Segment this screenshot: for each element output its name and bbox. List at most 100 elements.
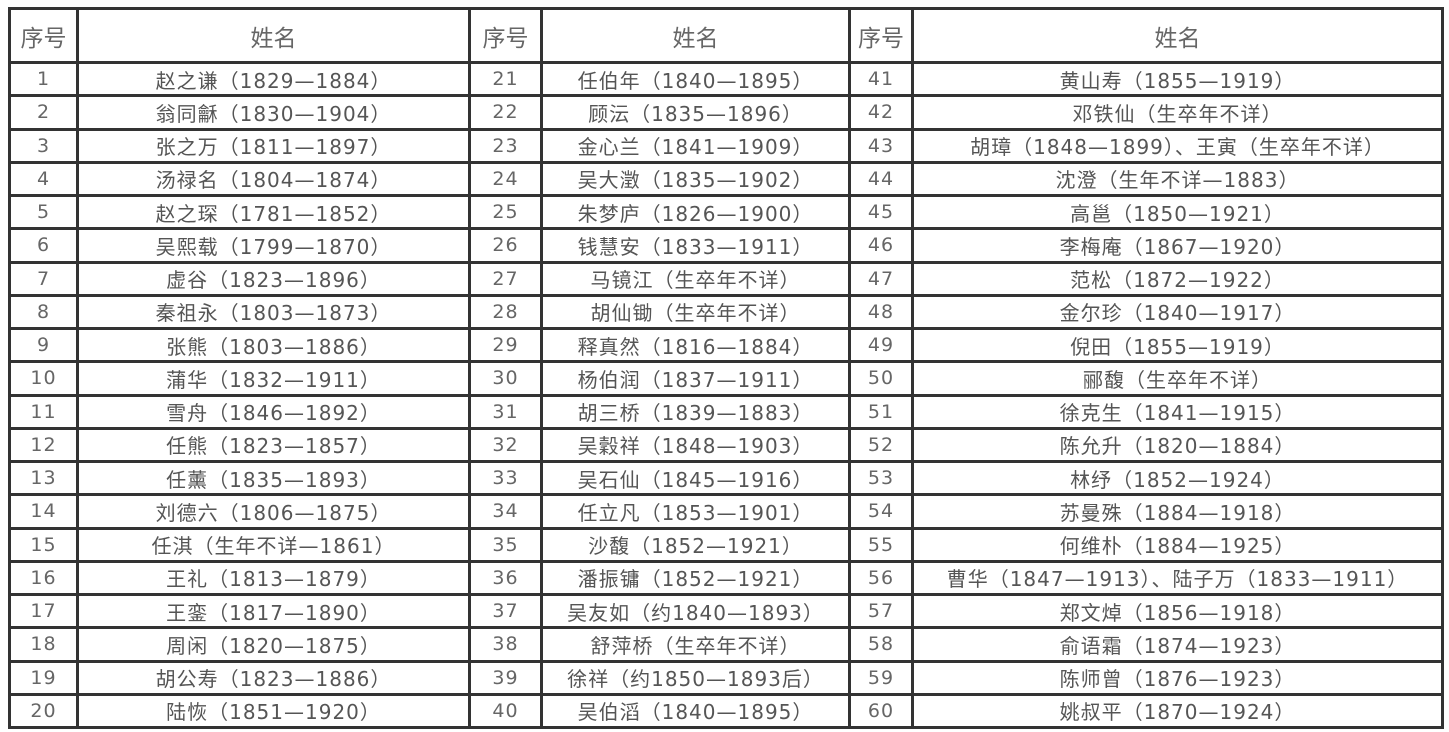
row-name: 邓铁仙（生卒年不详） <box>911 94 1444 131</box>
row-name: 郦馥（生卒年不详） <box>911 360 1444 397</box>
row-name: 任熊（1823—1857） <box>76 426 471 464</box>
row-index: 21 <box>468 60 543 98</box>
row-index: 44 <box>848 160 914 198</box>
row-name: 金尔珍（1840—1917） <box>911 293 1444 331</box>
row-index: 57 <box>848 592 914 630</box>
row-name: 范松（1872—1922） <box>911 260 1444 297</box>
row-index: 31 <box>468 393 543 430</box>
row-index: 10 <box>8 360 79 397</box>
row-index: 47 <box>848 260 914 297</box>
row-index: 37 <box>468 592 543 630</box>
row-index: 13 <box>8 459 79 497</box>
row-name: 潘振镛（1852—1921） <box>540 559 851 597</box>
row-index: 49 <box>848 326 914 364</box>
header-name: 姓名 <box>76 7 471 64</box>
row-index: 23 <box>468 127 543 164</box>
row-name: 倪田（1855—1919） <box>911 326 1444 364</box>
row-name: 马镜江（生卒年不详） <box>540 260 851 297</box>
row-index: 59 <box>848 659 914 696</box>
row-index: 28 <box>468 293 543 331</box>
table-row: 8 秦祖永（1803—1873） 28 胡仙锄（生卒年不详） 48 金尔珍（1840—19… <box>8 293 1444 331</box>
row-name: 王礼（1813—1879） <box>76 559 471 597</box>
row-index: 43 <box>848 127 914 164</box>
row-index: 50 <box>848 360 914 397</box>
row-index: 45 <box>848 193 914 231</box>
row-name: 金心兰（1841—1909） <box>540 127 851 164</box>
row-name: 陈允升（1820—1884） <box>911 426 1444 464</box>
row-name: 翁同龢（1830—1904） <box>76 94 471 131</box>
row-name: 胡璋（1848—1899）、王寅（生卒年不详） <box>911 127 1444 164</box>
row-index: 36 <box>468 559 543 597</box>
table-row: 13 任薰（1835—1893） 33 吴石仙（1845—1916） 53 林纾（1852… <box>8 459 1444 497</box>
row-name: 林纾（1852—1924） <box>911 459 1444 497</box>
row-name: 李梅庵（1867—1920） <box>911 227 1444 264</box>
row-index: 54 <box>848 493 914 530</box>
row-index: 5 <box>8 193 79 231</box>
row-name: 吴友如（约1840—1893） <box>540 592 851 630</box>
row-index: 30 <box>468 360 543 397</box>
row-name: 黄山寿（1855—1919） <box>911 60 1444 98</box>
row-name: 朱梦庐（1826—1900） <box>540 193 851 231</box>
painters-table: 序号 姓名 序号 姓名 序号 姓名 1 赵之谦（1829—1884） 21 任伯年（1… <box>8 7 1444 730</box>
row-name: 胡公寿（1823—1886） <box>76 659 471 696</box>
row-index: 3 <box>8 127 79 164</box>
row-index: 4 <box>8 160 79 198</box>
table-row: 10 蒲华（1832—1911） 30 杨伯润（1837—1911） 50 郦馥（生卒年不… <box>8 360 1444 397</box>
table-row: 14 刘德六（1806—1875） 34 任立凡（1853—1901） 54 苏曼殊（18… <box>8 493 1444 530</box>
row-index: 1 <box>8 60 79 98</box>
row-name: 张之万（1811—1897） <box>76 127 471 164</box>
row-index: 51 <box>848 393 914 430</box>
row-name: 任立凡（1853—1901） <box>540 493 851 530</box>
row-name: 陈师曾（1876—1923） <box>911 659 1444 696</box>
row-name: 任淇（生年不详—1861） <box>76 526 471 563</box>
row-name: 何维朴（1884—1925） <box>911 526 1444 563</box>
row-name: 雪舟（1846—1892） <box>76 393 471 430</box>
row-name: 吴熙载（1799—1870） <box>76 227 471 264</box>
row-index: 22 <box>468 94 543 131</box>
row-name: 吴穀祥（1848—1903） <box>540 426 851 464</box>
header-name: 姓名 <box>540 7 851 64</box>
table-row: 6 吴熙载（1799—1870） 26 钱慧安（1833—1911） 46 李梅庵（186… <box>8 227 1444 264</box>
header-name: 姓名 <box>911 7 1444 64</box>
table-row: 15 任淇（生年不详—1861） 35 沙馥（1852—1921） 55 何维朴（1884… <box>8 526 1444 563</box>
row-name: 虚谷（1823—1896） <box>76 260 471 297</box>
row-index: 9 <box>8 326 79 364</box>
row-name: 沈澄（生年不详—1883） <box>911 160 1444 198</box>
table-row: 4 汤禄名（1804—1874） 24 吴大澂（1835—1902） 44 沈澄（生年不详… <box>8 160 1444 198</box>
row-index: 16 <box>8 559 79 597</box>
row-index: 55 <box>848 526 914 563</box>
header-index: 序号 <box>848 7 914 64</box>
row-index: 40 <box>468 692 543 730</box>
row-index: 15 <box>8 526 79 563</box>
row-name: 杨伯润（1837—1911） <box>540 360 851 397</box>
row-name: 徐克生（1841—1915） <box>911 393 1444 430</box>
table-row: 1 赵之谦（1829—1884） 21 任伯年（1840—1895） 41 黄山寿（185… <box>8 60 1444 98</box>
row-index: 48 <box>848 293 914 331</box>
row-index: 11 <box>8 393 79 430</box>
table-row: 7 虚谷（1823—1896） 27 马镜江（生卒年不详） 47 范松（1872—1922… <box>8 260 1444 297</box>
row-name: 汤禄名（1804—1874） <box>76 160 471 198</box>
row-index: 46 <box>848 227 914 264</box>
table-row: 9 张熊（1803—1886） 29 释真然（1816—1884） 49 倪田（1855—… <box>8 326 1444 364</box>
row-index: 19 <box>8 659 79 696</box>
row-index: 41 <box>848 60 914 98</box>
row-index: 56 <box>848 559 914 597</box>
row-index: 14 <box>8 493 79 530</box>
row-index: 34 <box>468 493 543 530</box>
row-index: 6 <box>8 227 79 264</box>
row-name: 赵之谦（1829—1884） <box>76 60 471 98</box>
row-index: 58 <box>848 626 914 663</box>
row-index: 53 <box>848 459 914 497</box>
row-name: 吴大澂（1835—1902） <box>540 160 851 198</box>
table-row: 19 胡公寿（1823—1886） 39 徐祥（约1850—1893后） 59 陈师曾（1… <box>8 659 1444 696</box>
row-index: 38 <box>468 626 543 663</box>
row-name: 秦祖永（1803—1873） <box>76 293 471 331</box>
row-index: 25 <box>468 193 543 231</box>
table-row: 16 王礼（1813—1879） 36 潘振镛（1852—1921） 56 曹华（1847… <box>8 559 1444 597</box>
row-name: 徐祥（约1850—1893后） <box>540 659 851 696</box>
row-name: 姚叔平（1870—1924） <box>911 692 1444 730</box>
header-row: 序号 姓名 序号 姓名 序号 姓名 <box>8 7 1444 64</box>
row-name: 任伯年（1840—1895） <box>540 60 851 98</box>
row-name: 陆恢（1851—1920） <box>76 692 471 730</box>
row-name: 俞语霜（1874—1923） <box>911 626 1444 663</box>
